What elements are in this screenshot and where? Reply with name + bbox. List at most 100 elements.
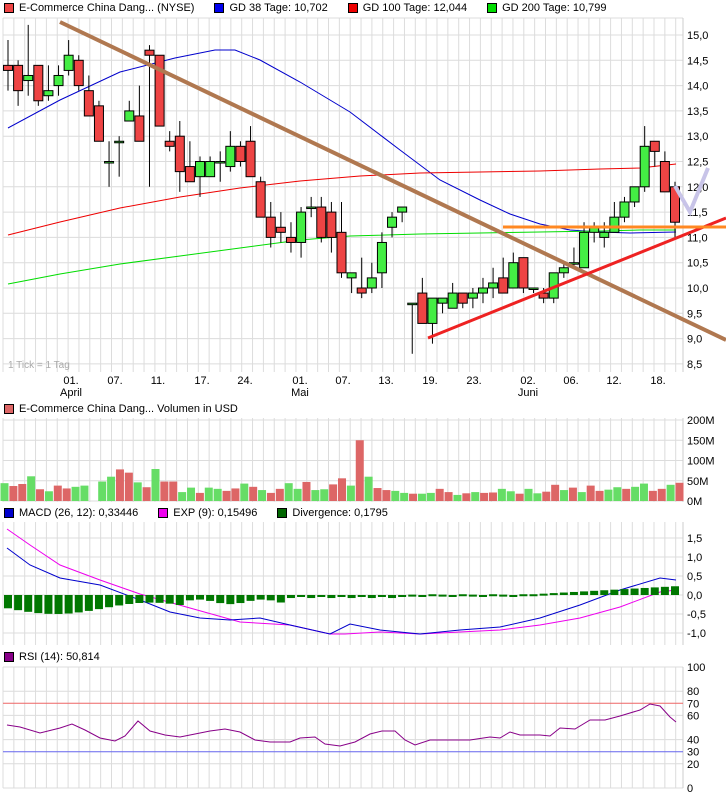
- candle: [154, 54, 165, 127]
- candle: [255, 181, 266, 218]
- y-tick-label: 9,0: [687, 334, 702, 346]
- volume-bar: [302, 481, 311, 501]
- candle: [609, 216, 620, 233]
- divergence-bar: [499, 594, 508, 597]
- rsi-y-tick: 0: [687, 783, 693, 795]
- x-tick-label: 23.: [466, 375, 481, 387]
- candle: [114, 140, 125, 144]
- volume-bar: [382, 490, 391, 501]
- legend-swatch: [347, 3, 358, 13]
- divergence-bar: [398, 595, 407, 597]
- divergence-bar: [54, 595, 63, 614]
- y-tick-label: 9,5: [687, 308, 702, 320]
- divergence-bar: [185, 595, 194, 601]
- macd-y-tick: 1,0: [687, 552, 702, 564]
- candle: [397, 206, 408, 213]
- divergence-bar: [580, 591, 589, 595]
- moving-averages: [7, 49, 677, 285]
- candle: [387, 216, 398, 228]
- volume-bar: [666, 484, 675, 501]
- candle: [457, 292, 468, 304]
- rsi-y-tick: 20: [687, 759, 699, 771]
- macd-line: [6, 547, 677, 635]
- volume-bar: [178, 492, 187, 501]
- divergence-bar: [125, 595, 134, 604]
- divergence-bar: [64, 595, 73, 614]
- candle: [558, 267, 569, 274]
- candle: [3, 64, 13, 71]
- volume-bar: [9, 486, 18, 501]
- candle: [164, 140, 175, 147]
- volume-bar: [417, 493, 426, 501]
- divergence-bar: [539, 593, 548, 596]
- divergence-bar: [367, 595, 376, 599]
- volume-bar: [222, 490, 231, 501]
- volume-bar: [488, 492, 497, 501]
- x-tick-label: 13.: [378, 375, 393, 387]
- candle: [467, 292, 478, 299]
- candle: [205, 161, 216, 178]
- legend-swatch: [4, 404, 14, 414]
- candle: [285, 236, 296, 243]
- candle: [225, 145, 236, 168]
- volume-bar: [471, 492, 480, 501]
- divergence-bar: [529, 594, 538, 597]
- legend-swatch: [214, 3, 225, 13]
- rsi-plot: [3, 702, 683, 753]
- divergence-bar: [337, 595, 346, 597]
- volume-bar: [27, 476, 36, 501]
- candle: [93, 105, 104, 142]
- volume-bar: [53, 485, 62, 501]
- candle: [538, 292, 549, 299]
- volume-bar: [648, 490, 657, 501]
- macd-y-tick: 0,0: [687, 590, 702, 602]
- candle: [83, 90, 94, 117]
- legend-label: GD 38 Tage: 10,702: [229, 2, 328, 14]
- volume-bar: [293, 488, 302, 501]
- rsi-y-tick: 70: [687, 698, 699, 710]
- divergence-bar: [671, 586, 679, 595]
- candle: [366, 277, 377, 289]
- volume-bar: [107, 476, 116, 501]
- volume-bar: [142, 487, 151, 501]
- divergence-bar: [489, 594, 498, 597]
- candle: [235, 145, 246, 163]
- divergence-bar: [216, 595, 225, 604]
- divergence-bar: [246, 595, 255, 601]
- candle: [629, 186, 640, 203]
- volume-bar: [338, 478, 346, 501]
- rsi-y-tick: 40: [687, 735, 699, 747]
- divergence-bar: [236, 595, 245, 604]
- volume-bars: [0, 440, 684, 501]
- x-month-label: April: [60, 387, 82, 399]
- divergence-bar: [590, 590, 599, 595]
- volume-bar: [400, 492, 409, 501]
- volume-bar: [249, 486, 258, 501]
- volume-bar: [133, 482, 142, 501]
- volume-bar: [18, 483, 27, 501]
- y-tick-label: 10,5: [687, 258, 708, 270]
- legend-item-rsi: RSI (14): 50,814: [4, 651, 100, 663]
- volume-bar: [71, 486, 80, 501]
- x-tick-label: 18.: [650, 375, 665, 387]
- gd100-line: [7, 163, 677, 236]
- legend-swatch: [4, 3, 14, 13]
- divergence-bar: [206, 595, 215, 601]
- candle: [336, 231, 347, 274]
- x-tick-label: 24.: [237, 375, 252, 387]
- volume-legend: E-Commerce China Dang... Volumen in USD: [4, 402, 258, 416]
- candle: [306, 206, 317, 210]
- legend-label: GD 100 Tage: 12,044: [362, 2, 468, 14]
- candle: [346, 272, 357, 279]
- legend-item-gd38: GD 38 Tage: 10,702: [214, 2, 328, 14]
- divergence-bar: [226, 595, 235, 605]
- legend-swatch: [487, 3, 498, 13]
- divergence-bar: [549, 593, 558, 596]
- volume-bar: [453, 494, 462, 501]
- macd-y-tick: -0,5: [687, 609, 706, 621]
- candle: [447, 292, 458, 309]
- divergence-bar: [317, 595, 326, 597]
- volume-bar: [426, 492, 435, 501]
- candle: [275, 226, 286, 233]
